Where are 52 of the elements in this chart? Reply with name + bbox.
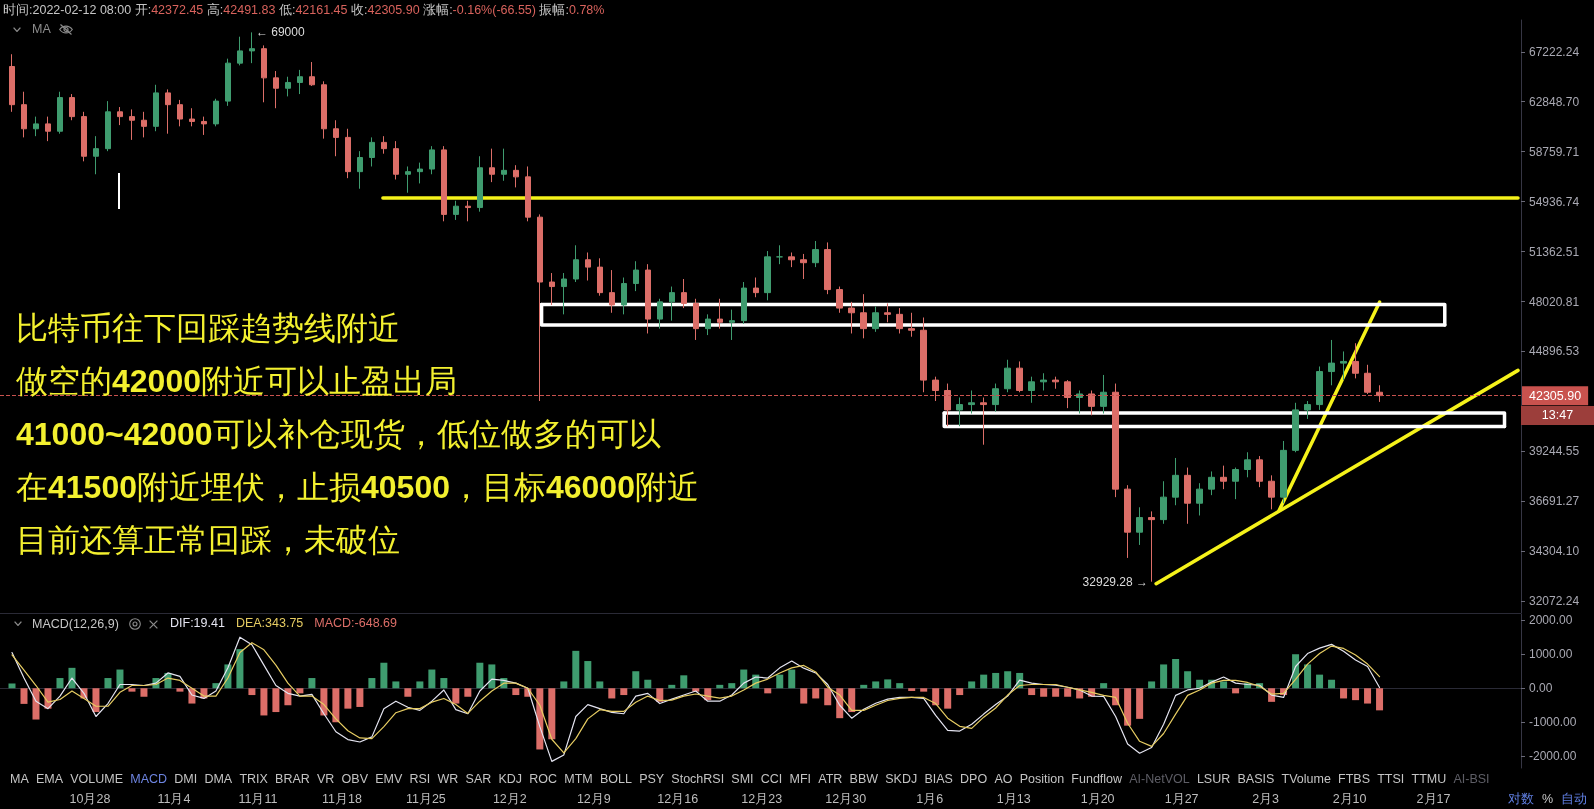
y-tick-label: 62848.70 bbox=[1529, 94, 1580, 109]
y-tick-label: 2000.00 bbox=[1529, 613, 1573, 628]
annotation: 32929.28 → bbox=[1082, 574, 1148, 589]
x-tick-label: 11月25 bbox=[405, 791, 446, 806]
x-tick-label: 2月17 bbox=[1416, 791, 1451, 806]
annotation: MA bbox=[32, 21, 51, 37]
y-tick-label: 54936.74 bbox=[1529, 194, 1580, 209]
y-tick-label: 34304.10 bbox=[1529, 544, 1580, 559]
annotation: 目前还算正常回踩，未破位 bbox=[16, 522, 400, 558]
annotation: ← 69000 bbox=[255, 25, 305, 40]
annotation: 41000~42000可以补仓现货，低位做多的可以 bbox=[16, 416, 661, 452]
y-tick-label: 67222.24 bbox=[1529, 44, 1580, 59]
x-tick-label: 1月13 bbox=[996, 791, 1031, 806]
annotation: 做空的42000附近可以止盈出局 bbox=[16, 363, 457, 399]
x-tick-label: 2月10 bbox=[1332, 791, 1367, 806]
text: 13:47 bbox=[1521, 405, 1594, 425]
annotation: 比特币往下回踩趋势线附近 bbox=[16, 310, 400, 346]
text: MA EMA VOLUME MACD DMI DMA TRIX BRAR VR OBV EMV RSI WR SAR KDJ ROC MTM BOLL PSY StochRSI SMI CCI MFI ATR BBW SKDJ BIAS DPO AO Position Fundflow AI-NetVOL LSUR BASIS TVolume FTBS TTSI TTMU AI-BSI bbox=[10, 772, 1490, 786]
y-tick-label: 36691.27 bbox=[1529, 494, 1580, 509]
series-label: DIF:19.41 bbox=[170, 615, 225, 630]
ref-line-label: 42305.90 bbox=[1529, 388, 1582, 403]
x-tick-label: 1月20 bbox=[1080, 791, 1115, 806]
x-tick-label: 12月30 bbox=[825, 791, 867, 806]
x-tick-label: 12月9 bbox=[576, 791, 611, 806]
x-tick-label: 1月27 bbox=[1164, 791, 1199, 806]
annotation: 在41500附近埋伏，止损40500，目标46000附近 bbox=[16, 469, 699, 505]
x-tick-label: 12月16 bbox=[657, 791, 699, 806]
x-tick-label: 12月23 bbox=[741, 791, 783, 806]
chart-title: 时间:2022-02-12 08:00 开:42372.45 高:42491.83 低:42161.45 收:42305.90 涨幅:-0.16%(-66.55) 振幅:0.78% bbox=[3, 3, 605, 17]
x-tick-label: 10月28 bbox=[69, 791, 111, 806]
text: 自动 bbox=[1561, 791, 1588, 808]
y-tick-label: 1000.00 bbox=[1529, 647, 1573, 662]
y-tick-label: 58759.71 bbox=[1529, 144, 1580, 159]
chart-title: MACD(12,26,9) bbox=[32, 617, 119, 631]
y-tick-label: 32072.24 bbox=[1529, 594, 1580, 609]
x-tick-label: 2月3 bbox=[1252, 791, 1280, 806]
x-tick-label: 11月4 bbox=[157, 791, 191, 806]
text: % bbox=[1542, 791, 1554, 808]
x-tick-label: 1月6 bbox=[916, 791, 944, 806]
y-tick-label: 44896.53 bbox=[1529, 344, 1580, 359]
y-tick-label: 51362.51 bbox=[1529, 244, 1580, 259]
x-tick-label: 11月11 bbox=[238, 791, 278, 806]
text: 对数 bbox=[1508, 791, 1534, 808]
y-tick-label: 0.00 bbox=[1529, 681, 1553, 696]
series-label: DEA:343.75 bbox=[235, 615, 304, 630]
y-tick-label: -2000.00 bbox=[1529, 749, 1577, 764]
x-tick-label: 11月18 bbox=[321, 791, 362, 806]
text: MACD:-648.69 bbox=[314, 615, 398, 630]
y-tick-label: 39244.55 bbox=[1529, 444, 1580, 459]
y-tick-label: -1000.00 bbox=[1529, 715, 1577, 730]
x-tick-label: 12月2 bbox=[492, 791, 527, 806]
y-tick-label: 48020.81 bbox=[1529, 294, 1580, 309]
